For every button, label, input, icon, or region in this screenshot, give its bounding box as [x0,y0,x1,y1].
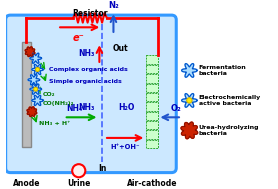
Bar [146,102,158,111]
Text: NH₃: NH₃ [78,103,95,112]
Polygon shape [30,53,41,63]
Polygon shape [27,107,37,117]
Text: Out: Out [112,44,128,53]
Polygon shape [182,64,197,77]
Polygon shape [181,122,198,139]
Text: NH₃ + H⁺: NH₃ + H⁺ [39,121,71,126]
Text: NH₃: NH₃ [78,49,95,58]
Polygon shape [32,64,43,75]
Bar [22,42,31,147]
Text: CO₂: CO₂ [43,92,56,97]
Text: O₂: O₂ [171,104,182,113]
Bar [146,121,158,129]
Text: N₂: N₂ [108,1,119,9]
Bar [146,112,158,120]
Bar [146,65,158,73]
Circle shape [72,164,85,177]
Bar [146,130,158,139]
Text: Complex organic acids: Complex organic acids [49,67,128,72]
Polygon shape [25,47,35,57]
Circle shape [36,67,39,71]
Bar [146,93,158,101]
Text: H₂O: H₂O [118,103,135,112]
Text: H⁺+OH⁻: H⁺+OH⁻ [110,144,140,150]
Bar [146,84,158,92]
Polygon shape [32,95,43,105]
Text: NH₄⁺: NH₄⁺ [67,104,87,113]
Circle shape [187,98,192,103]
Text: Urine: Urine [67,179,90,188]
Text: e⁻: e⁻ [73,33,85,43]
Polygon shape [30,84,41,94]
Text: In: In [98,164,106,173]
Bar [146,140,158,148]
Text: Simple organic acids: Simple organic acids [49,79,121,84]
Text: Electrochemically
active bacteria: Electrochemically active bacteria [199,95,261,106]
Polygon shape [182,94,197,107]
FancyBboxPatch shape [6,15,176,173]
Text: Anode: Anode [13,179,40,188]
Bar [146,55,158,64]
Circle shape [34,87,38,91]
Text: Air-cathode: Air-cathode [126,179,177,188]
Text: Resistor: Resistor [72,9,108,18]
Text: Urea-hydrolyzing
bacteria: Urea-hydrolyzing bacteria [199,125,259,136]
Text: Fermentation
bacteria: Fermentation bacteria [199,65,247,76]
Polygon shape [28,75,39,85]
Bar [146,74,158,83]
Text: CO(NH₂)₂: CO(NH₂)₂ [43,101,75,106]
